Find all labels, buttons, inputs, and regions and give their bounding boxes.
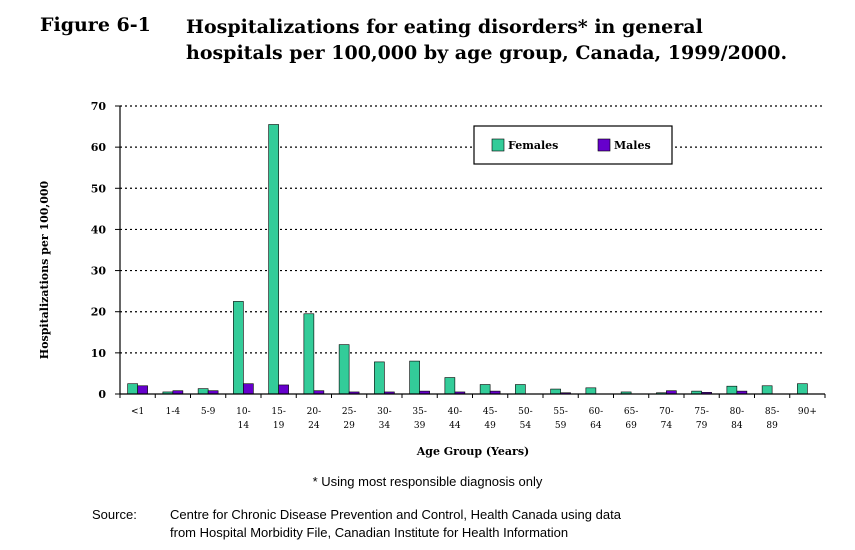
bar-females-11 [515, 384, 526, 395]
figure-label: Figure 6-1 [40, 14, 151, 36]
x-tick-label: 5-9 [201, 407, 216, 417]
y-tick-label: 20 [91, 306, 107, 319]
y-tick-label: 70 [91, 100, 107, 113]
x-tick-label: 65-69 [624, 407, 639, 431]
bar-females-8 [409, 360, 420, 395]
y-tick-label: 40 [91, 223, 107, 236]
legend-label-females: Females [508, 139, 558, 152]
x-tick-label: 45-49 [483, 407, 498, 431]
bar-females-17 [726, 385, 738, 395]
chart-title-line-2: hospitals per 100,000 by age group, Cana… [186, 42, 788, 64]
bar-females-10 [479, 384, 491, 395]
x-tick-label: 20-24 [307, 407, 322, 431]
y-ticks: 0 10 20 30 40 50 60 70 [91, 100, 120, 401]
y-tick-label: 30 [91, 265, 107, 278]
bar-females-9 [444, 377, 456, 395]
x-tick-label: 30-34 [377, 407, 392, 431]
x-tick-label: 35-39 [412, 407, 427, 431]
legend-box [473, 125, 673, 165]
x-tick-label: 15-19 [271, 407, 286, 431]
source-label: Source: [92, 507, 137, 522]
x-tick-label: 50-54 [518, 407, 533, 431]
gridlines [120, 105, 825, 354]
x-tick-label: 10-14 [236, 407, 251, 431]
bar-females-13 [585, 387, 597, 395]
bar-females-2 [197, 388, 209, 395]
bar-females-18 [761, 385, 773, 395]
x-tick-label: 80-84 [730, 407, 745, 431]
bar-males-4 [278, 384, 289, 395]
bar-females-4 [268, 124, 279, 395]
y-tick-label: 60 [91, 141, 107, 154]
bars [127, 124, 808, 395]
x-tick-label: 90+ [798, 407, 817, 417]
source-line-2: from Hospital Morbidity File, Canadian I… [170, 525, 569, 540]
y-axis-title: Hospitalizations per 100,000 [38, 180, 51, 359]
x-tick-label: 75-79 [694, 407, 709, 431]
legend: Females Males [473, 125, 673, 165]
x-tick-label: 40-44 [448, 407, 463, 431]
source-line-1: Centre for Chronic Disease Prevention an… [170, 507, 621, 522]
x-tick-label: 25-29 [342, 407, 357, 431]
bar-females-7 [374, 361, 385, 395]
x-tick-label: 1-4 [166, 407, 181, 417]
bar-males-3 [243, 383, 254, 395]
bar-females-3 [233, 301, 244, 395]
bar-females-5 [303, 313, 315, 395]
axes [119, 106, 825, 395]
x-axis-title: Age Group (Years) [416, 445, 530, 458]
bar-chart: 0 10 20 30 40 50 60 70 <1 1-4 5-9 10-14 15-19 20-24 2… [38, 100, 826, 458]
bar-females-19 [797, 383, 808, 395]
bar-females-6 [338, 344, 350, 395]
chart-title: Hospitalizations for eating disorders* i… [186, 14, 846, 66]
y-tick-label: 10 [91, 347, 107, 360]
chart-title-line-1: Hospitalizations for eating disorders* i… [186, 16, 703, 38]
bar-females-12 [550, 388, 561, 395]
x-tick-label: 55-59 [553, 407, 568, 431]
x-tick-label: 60-64 [589, 407, 604, 431]
x-ticks: <1 1-4 5-9 10-14 15-19 20-24 25-29 30-34 35-39 40… [119, 394, 826, 431]
x-tick-label: 85-89 [765, 407, 780, 431]
bar-females-0 [127, 383, 138, 395]
bar-males-0 [137, 385, 148, 395]
x-tick-label: 70-74 [659, 407, 674, 431]
footnote: * Using most responsible diagnosis only [312, 474, 543, 489]
y-tick-label: 50 [91, 182, 107, 195]
legend-label-males: Males [614, 139, 651, 152]
x-tick-label: <1 [131, 407, 144, 417]
legend-swatch-females [491, 138, 505, 152]
legend-swatch-males [597, 138, 611, 152]
y-tick-label: 0 [98, 388, 106, 401]
